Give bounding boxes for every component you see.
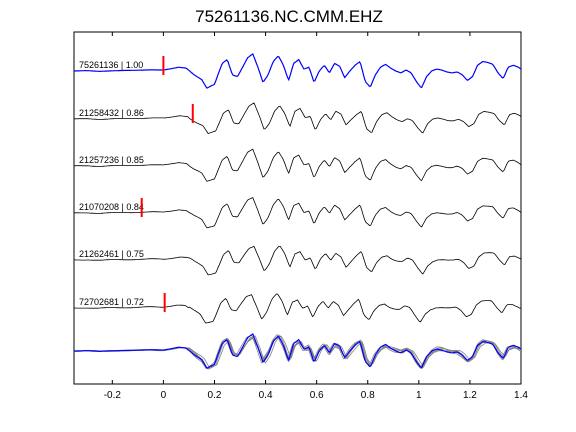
axes-frame bbox=[73, 31, 522, 385]
trace-label-21070208: 21070208 | 0.84 bbox=[79, 202, 144, 212]
trace-label-21257236: 21257236 | 0.85 bbox=[79, 155, 144, 165]
trace-75261136 bbox=[74, 52, 522, 89]
trace-21070208 bbox=[74, 196, 522, 229]
chart-title: 75261136.NC.CMM.EHZ bbox=[195, 7, 383, 26]
trace-21258432 bbox=[74, 102, 522, 134]
x-tick-label: 1.2 bbox=[463, 390, 477, 401]
overlay-reference-trace bbox=[74, 332, 522, 369]
trace-72702681 bbox=[74, 293, 522, 324]
stacked-overlay bbox=[73, 332, 522, 370]
trace-label-72702681: 72702681 | 0.72 bbox=[79, 297, 144, 307]
trace-21262461 bbox=[74, 245, 522, 276]
x-axis: -0.2 0 0.2 0.4 0.6 0.8 1 1.2 1.4 bbox=[104, 32, 528, 401]
x-tick-label: 0.6 bbox=[310, 390, 324, 401]
x-tick-label: 0.4 bbox=[259, 390, 273, 401]
trace-labels: 75261136 | 1.00 21258432 | 0.86 21257236 |… bbox=[79, 60, 144, 307]
x-tick-label: 0.8 bbox=[361, 390, 375, 401]
trace-label-21258432: 21258432 | 0.86 bbox=[79, 108, 144, 118]
x-tick-label: -0.2 bbox=[104, 390, 122, 401]
x-tick-label: 0 bbox=[161, 390, 167, 401]
x-tick-label: 0.2 bbox=[208, 390, 222, 401]
x-tick-label: 1.4 bbox=[514, 390, 528, 401]
trace-label-75261136: 75261136 | 1.00 bbox=[79, 60, 143, 70]
trace-label-21262461: 21262461 | 0.75 bbox=[79, 249, 144, 259]
trace-21257236 bbox=[74, 148, 522, 182]
pick-markers bbox=[140, 56, 194, 312]
traces-layer bbox=[74, 52, 522, 324]
x-tick-label: 1 bbox=[416, 390, 422, 401]
